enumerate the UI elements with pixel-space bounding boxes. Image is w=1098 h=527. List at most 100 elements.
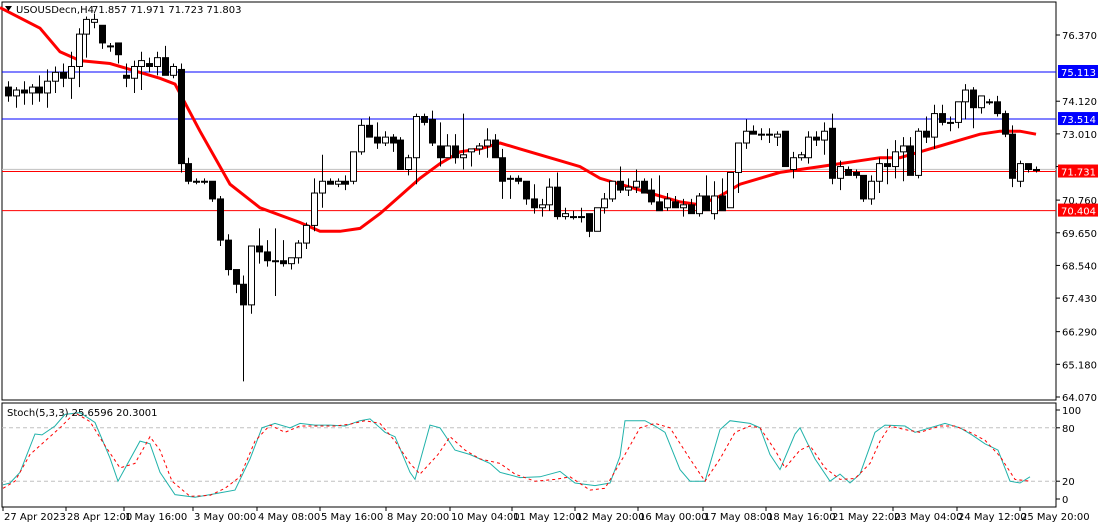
- candle: [327, 180, 334, 185]
- price-pane[interactable]: [1, 1, 1057, 401]
- candle: [138, 60, 145, 67]
- candle: [193, 180, 200, 183]
- time-tick-label: 25 May 20:00: [1021, 512, 1090, 523]
- stoch-pane[interactable]: [1, 402, 1057, 508]
- candle: [374, 136, 381, 144]
- candle: [813, 136, 820, 141]
- candle: [829, 127, 836, 179]
- candle: [703, 195, 710, 212]
- level-label-bg: [1058, 64, 1098, 78]
- candle: [641, 180, 648, 194]
- moving-average-line: [0, 6, 1037, 233]
- price-tick-label: 68.540: [1062, 261, 1097, 272]
- candle: [311, 192, 318, 226]
- time-tick-label: 18 May 16:00: [767, 512, 836, 523]
- candle: [507, 177, 514, 180]
- candle: [154, 57, 161, 67]
- level-label-bg: [1058, 203, 1098, 217]
- candle: [962, 89, 969, 103]
- candle: [60, 71, 67, 79]
- candle: [931, 113, 938, 138]
- candle: [633, 180, 640, 188]
- candle: [774, 133, 781, 138]
- stoch-signal-line: [2, 412, 1031, 497]
- candle: [892, 151, 899, 168]
- candle: [1009, 133, 1016, 179]
- candle: [735, 142, 742, 173]
- candle: [1033, 168, 1040, 171]
- time-tick-label: 4 May 08:00: [258, 512, 320, 523]
- candle: [578, 216, 585, 219]
- candle: [36, 86, 43, 94]
- price-tick-label: 74.120: [1062, 97, 1097, 108]
- candle: [413, 116, 420, 159]
- candle: [21, 89, 28, 94]
- triangle-down-icon[interactable]: [5, 6, 12, 11]
- candle: [350, 151, 357, 182]
- candle: [562, 213, 569, 218]
- candle: [405, 157, 412, 170]
- candle: [539, 204, 546, 209]
- stoch-tick-label: 80: [1062, 424, 1075, 435]
- candle: [52, 71, 59, 82]
- time-tick-label: 21 May 22:00: [832, 512, 901, 523]
- time-tick-label: 28 Apr 12:00: [67, 512, 132, 523]
- candle: [876, 163, 883, 182]
- candle: [162, 57, 169, 76]
- candle: [688, 204, 695, 215]
- candle: [280, 260, 287, 265]
- candle: [131, 65, 138, 79]
- candle: [5, 86, 12, 97]
- candle: [217, 198, 224, 241]
- candle: [499, 157, 506, 182]
- candle: [358, 124, 365, 153]
- candle: [99, 24, 106, 44]
- candle: [342, 180, 349, 185]
- candle: [421, 116, 428, 123]
- candle: [83, 18, 90, 35]
- candle: [452, 145, 459, 159]
- level-label-bg: [1058, 112, 1098, 126]
- candle: [468, 148, 475, 153]
- price-tick-label: 69.650: [1062, 229, 1097, 240]
- candle: [845, 168, 852, 176]
- candle: [170, 65, 177, 76]
- candle: [240, 283, 247, 306]
- candle: [680, 204, 687, 209]
- time-tick-label: 8 May 20:00: [387, 512, 449, 523]
- price-tick-label: 76.370: [1062, 31, 1097, 42]
- level-price-labels: 75.113 73.514 71.731 70.404: [1058, 64, 1098, 218]
- time-tick-label: 27 Apr 2023: [4, 512, 66, 523]
- candle: [546, 186, 553, 206]
- candle: [429, 118, 436, 144]
- candle: [295, 242, 302, 259]
- candle: [515, 177, 522, 182]
- candle: [696, 195, 703, 215]
- stoch-main-line: [2, 412, 1031, 498]
- candle: [853, 171, 860, 176]
- candle: [648, 189, 655, 203]
- candle: [860, 174, 867, 200]
- candle: [382, 136, 389, 144]
- time-tick-label: 3 May 00:00: [194, 512, 256, 523]
- candle: [492, 139, 499, 159]
- candle: [782, 130, 789, 168]
- candle: [264, 251, 271, 262]
- candle: [907, 145, 914, 176]
- level-label: 71.731: [1061, 168, 1096, 179]
- price-tick-label: 64.070: [1062, 393, 1097, 404]
- candle: [29, 86, 36, 94]
- candle: [923, 130, 930, 138]
- time-tick-label: 23 May 04:00: [894, 512, 963, 523]
- level-label: 70.404: [1061, 207, 1096, 218]
- candle: [884, 163, 891, 168]
- candle: [397, 139, 404, 170]
- candle: [256, 245, 263, 253]
- time-tick-label: 12 May 20:00: [576, 512, 645, 523]
- candle: [805, 136, 812, 159]
- candle: [1017, 163, 1024, 182]
- time-tick-label: 11 May 12:00: [513, 512, 582, 523]
- candle: [758, 133, 765, 136]
- candle: [672, 201, 679, 209]
